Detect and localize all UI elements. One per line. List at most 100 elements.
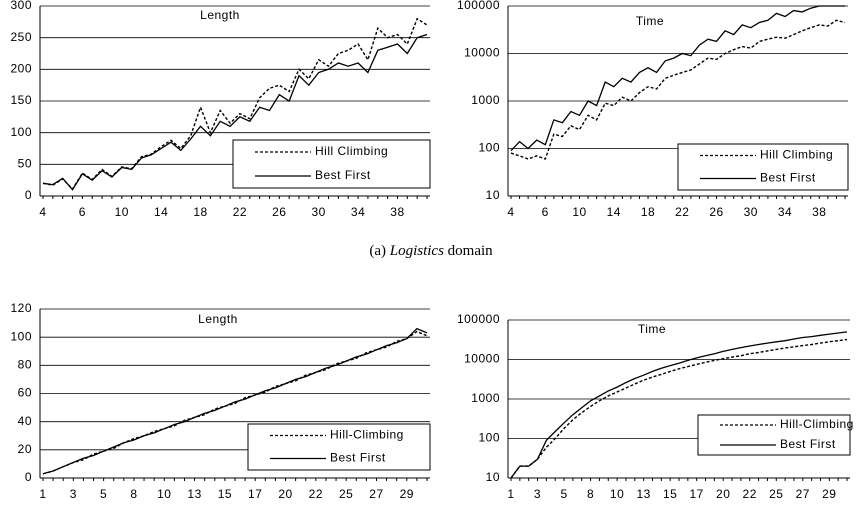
x-tick-label: 29 [400,487,414,501]
y-tick-label: 100000 [457,312,500,326]
legend-label: Best First [760,171,816,185]
x-tick-label: 17 [690,487,704,501]
x-tick-label: 15 [218,487,232,501]
x-tick-label: 5 [100,487,107,501]
x-tick-label: 34 [351,205,365,219]
y-tick-label: 100 [10,329,32,343]
series-line [42,17,428,191]
x-tick-label: 10 [572,205,586,219]
x-tick-label: 38 [812,205,826,219]
series-line [42,33,428,191]
x-tick-label: 20 [278,487,292,501]
x-tick-label: 1 [39,487,46,501]
x-tick-label: 18 [641,205,655,219]
x-tick-label: 15 [663,487,677,501]
x-tick-label: 14 [154,205,168,219]
legend: Hill Climbing Best First [677,143,849,191]
y-tick-label: 100 [10,125,32,139]
chart: 10 100 1000 10000 100000 4 6 10 14 18 22 26 30 34 38 Ti… [457,0,849,219]
series-line [42,330,428,475]
caption-prefix: (a) [369,243,389,259]
y-tick-label: 200 [10,62,32,76]
x-tick-label: 17 [248,487,262,501]
caption: (a) Logistics domain [369,243,493,259]
y-tick-label: 50 [18,157,32,171]
y-tick-label: 100 [478,431,500,445]
x-tick-label: 10 [610,487,624,501]
y-tick-label: 40 [18,414,32,428]
y-tick-label: 100000 [457,0,500,12]
legend: Hill Climbing Best First [232,139,431,189]
x-tick-label: 4 [507,205,514,219]
y-tick-label: 10 [486,470,500,484]
x-tick-label: 27 [796,487,810,501]
series-line [510,5,845,152]
x-tick-label: 8 [130,487,137,501]
series-line [510,331,848,479]
x-tick-label: 26 [272,205,286,219]
legend-label: Best First [315,168,371,182]
y-tick-label: 10 [486,188,500,202]
series-line [42,327,428,475]
x-tick-label: 34 [778,205,792,219]
caption-emphasis: Logistics [389,243,444,259]
x-tick-label: 14 [607,205,621,219]
x-tick-label: 26 [709,205,723,219]
x-tick-label: 25 [339,487,353,501]
x-tick-label: 22 [743,487,757,501]
y-tick-label: 0 [25,470,32,484]
legend-label: Hill Climbing [760,148,833,162]
x-tick-label: 3 [534,487,541,501]
chart: 0 50 100 150 200 250 300 4 6 10 14 18 22 26 30 34 38 Leng… [10,0,431,219]
legend-label: Best First [330,451,386,465]
y-tick-label: 150 [10,93,32,107]
legend-label: Hill-Climbing [780,417,854,431]
x-tick-label: 18 [193,205,207,219]
y-tick-label: 1000 [471,391,500,405]
x-tick-label: 22 [309,487,323,501]
x-tick-label: 27 [369,487,383,501]
x-tick-label: 22 [233,205,247,219]
caption-suffix: domain [444,243,493,259]
y-tick-label: 20 [18,442,32,456]
y-tick-label: 10000 [464,352,500,366]
x-tick-label: 10 [157,487,171,501]
chart-title: Length [198,312,238,326]
y-tick-label: 60 [18,386,32,400]
y-tick-label: 10000 [464,46,500,60]
y-tick-label: 300 [10,0,32,12]
x-tick-label: 10 [115,205,129,219]
legend-label: Best First [780,437,836,451]
y-tick-label: 80 [18,358,32,372]
y-tick-label: 120 [10,301,32,315]
x-tick-label: 29 [822,487,836,501]
legend-box [232,139,431,189]
legend-label: Hill Climbing [315,144,388,158]
legend-box [247,423,431,471]
y-tick-label: 250 [10,30,32,44]
x-tick-label: 6 [79,205,86,219]
legend-label: Hill-Climbing [330,428,404,442]
x-tick-label: 20 [716,487,730,501]
x-tick-label: 38 [390,205,404,219]
y-tick-label: 100 [478,141,500,155]
x-tick-label: 3 [70,487,77,501]
x-tick-label: 1 [507,487,514,501]
legend: Hill-Climbing Best First [697,414,854,456]
x-tick-label: 13 [636,487,650,501]
x-tick-label: 6 [542,205,549,219]
legend: Hill-Climbing Best First [247,423,431,471]
series-line [510,338,848,479]
x-tick-label: 4 [39,205,46,219]
chart-title: Length [200,8,240,22]
legend-box [697,414,851,456]
x-tick-label: 25 [769,487,783,501]
series-line [510,19,846,160]
x-tick-label: 13 [187,487,201,501]
x-tick-label: 8 [587,487,594,501]
y-tick-label: 0 [25,188,32,202]
x-tick-label: 30 [312,205,326,219]
